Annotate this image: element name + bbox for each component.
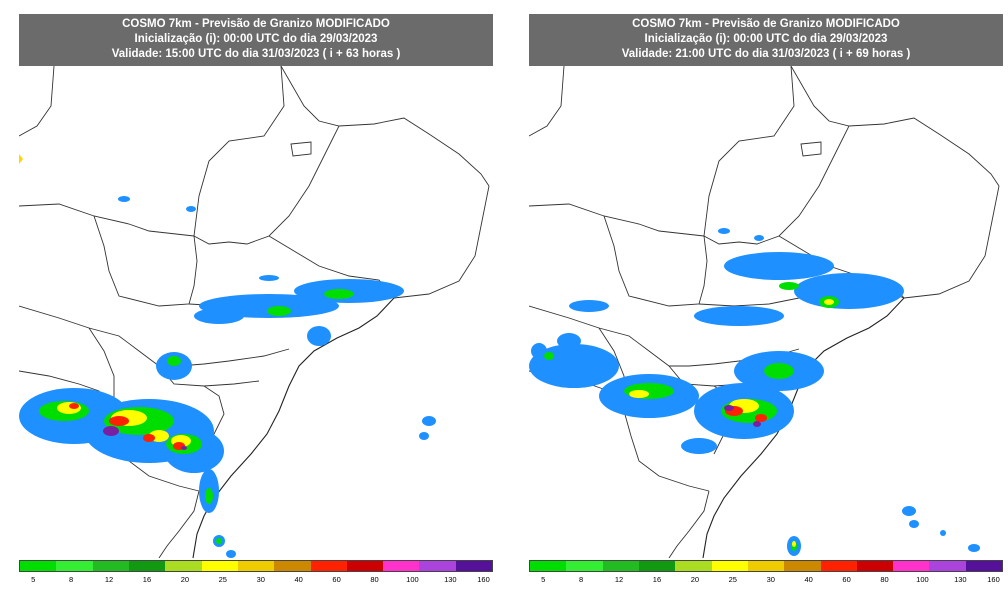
legend-swatch [237, 561, 275, 571]
map-graphic [529, 66, 1000, 558]
legend-color-bar [19, 560, 493, 572]
forecast-map [19, 66, 493, 558]
legend-swatch [128, 561, 166, 571]
legend-label: 40 [294, 575, 303, 584]
legend-label: 160 [987, 575, 1000, 584]
color-scale-legend: 5 8 12 16 20 25 30 40 60 80 100 130 160 [19, 560, 493, 590]
panel-initialization: Inicialização (i): 00:00 UTC do dia 29/0… [644, 33, 888, 45]
legend-swatch [566, 561, 603, 571]
legend-color-bar [529, 560, 1003, 572]
panel-validity: Validade: 21:00 UTC do dia 31/03/2023 ( … [621, 48, 911, 60]
legend-label: 30 [766, 575, 775, 584]
legend-labels: 5 8 12 16 20 25 30 40 60 80 100 130 160 [529, 572, 1003, 586]
legend-swatch [784, 561, 821, 571]
legend-label: 130 [954, 575, 967, 584]
panel-header: COSMO 7km - Previsão de Granizo MODIFICA… [529, 14, 1003, 66]
legend-swatch [201, 561, 238, 571]
forecast-panel-right: COSMO 7km - Previsão de Granizo MODIFICA… [529, 14, 1003, 590]
forecast-panel-left: COSMO 7km - Previsão de Granizo MODIFICA… [19, 14, 493, 590]
legend-label: 100 [406, 575, 419, 584]
legend-label: 130 [444, 575, 457, 584]
legend-label: 20 [690, 575, 700, 584]
panel-title: COSMO 7km - Previsão de Granizo MODIFICA… [632, 18, 900, 30]
legend-label: 80 [370, 575, 379, 584]
legend-labels: 5 8 12 16 20 25 30 40 60 80 100 130 160 [19, 572, 493, 586]
legend-label: 8 [579, 575, 584, 584]
panel-validity: Validade: 15:00 UTC do dia 31/03/2023 ( … [111, 48, 401, 60]
legend-label: 40 [804, 575, 813, 584]
legend-swatch [56, 561, 93, 571]
legend-swatch [965, 561, 1003, 571]
panel-initialization: Inicialização (i): 00:00 UTC do dia 29/0… [134, 33, 378, 45]
legend-label: 5 [31, 575, 36, 584]
legend-swatch [383, 561, 420, 571]
legend-swatch [455, 561, 493, 571]
hail-forecast-cells-left [19, 154, 436, 558]
legend-swatch [856, 561, 894, 571]
forecast-map [529, 66, 1003, 558]
legend-label: 16 [652, 575, 662, 584]
legend-label: 5 [541, 575, 546, 584]
legend-swatch [530, 561, 567, 571]
legend-swatch [711, 561, 748, 571]
legend-swatch [165, 561, 202, 571]
legend-swatch [419, 561, 456, 571]
legend-label: 100 [916, 575, 929, 584]
legend-label: 60 [332, 575, 341, 584]
legend-swatch [346, 561, 384, 571]
panel-title: COSMO 7km - Previsão de Granizo MODIFICA… [122, 18, 390, 30]
panel-header: COSMO 7km - Previsão de Granizo MODIFICA… [19, 14, 493, 66]
legend-swatch [675, 561, 712, 571]
legend-label: 8 [69, 575, 74, 584]
legend-swatch [20, 561, 57, 571]
legend-swatch [820, 561, 857, 571]
legend-label: 16 [142, 575, 152, 584]
legend-swatch [929, 561, 966, 571]
legend-swatch [893, 561, 930, 571]
legend-label: 30 [256, 575, 265, 584]
legend-swatch [310, 561, 347, 571]
legend-swatch [602, 561, 639, 571]
color-scale-legend: 5 8 12 16 20 25 30 40 60 80 100 130 160 [529, 560, 1003, 590]
legend-swatch [638, 561, 676, 571]
legend-label: 25 [728, 575, 737, 584]
legend-label: 12 [614, 575, 624, 584]
legend-label: 20 [180, 575, 190, 584]
legend-swatch [92, 561, 129, 571]
legend-swatch [274, 561, 311, 571]
map-graphic [19, 66, 490, 558]
coastline [192, 297, 395, 558]
legend-label: 25 [218, 575, 227, 584]
legend-label: 80 [880, 575, 889, 584]
legend-swatch [747, 561, 785, 571]
legend-label: 160 [477, 575, 490, 584]
legend-label: 60 [842, 575, 851, 584]
legend-label: 12 [104, 575, 114, 584]
hail-forecast-cells-right [529, 228, 980, 556]
